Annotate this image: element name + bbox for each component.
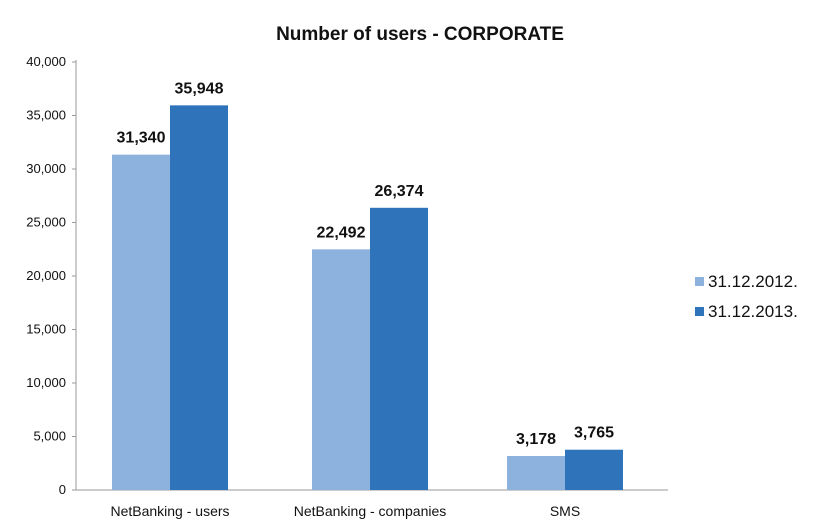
y-tick-label: 20,000 <box>26 268 66 283</box>
x-category-label: NetBanking - users <box>110 503 229 519</box>
data-label: 35,948 <box>175 80 224 97</box>
bar <box>565 449 623 490</box>
y-tick-label: 5,000 <box>33 429 66 444</box>
bar <box>370 207 428 490</box>
legend-swatch <box>695 277 704 286</box>
bar <box>112 154 170 491</box>
chart-title: Number of users - CORPORATE <box>276 24 564 45</box>
x-category-label: SMS <box>550 503 580 519</box>
y-tick-label: 40,000 <box>26 54 66 69</box>
bar <box>170 105 228 491</box>
y-tick-label: 30,000 <box>26 161 66 176</box>
bar <box>312 249 370 490</box>
legend-label: 31.12.2013. <box>708 302 798 321</box>
y-tick-label: 25,000 <box>26 215 66 230</box>
x-category-label: NetBanking - companies <box>294 503 447 519</box>
data-label: 3,178 <box>516 431 556 448</box>
data-label: 26,374 <box>375 183 424 200</box>
data-labels: 31,340 35,948 22,492 26,374 3,178 3,765 <box>117 80 615 448</box>
legend-label: 31.12.2012. <box>708 272 798 291</box>
bar <box>507 455 565 490</box>
y-tick-label: 10,000 <box>26 375 66 390</box>
axes: 0 5,000 10,000 15,000 20,000 25,000 30,000 35,0… <box>26 54 668 519</box>
legend-swatch <box>695 307 704 316</box>
bars <box>112 105 623 491</box>
y-tick-label: 0 <box>59 482 66 497</box>
data-label: 3,765 <box>574 425 614 442</box>
data-label: 31,340 <box>117 130 166 147</box>
y-tick-label: 15,000 <box>26 322 66 337</box>
y-tick-label: 35,000 <box>26 108 66 123</box>
legend: 31.12.2012. 31.12.2013. <box>695 272 798 321</box>
data-label: 22,492 <box>317 224 366 241</box>
